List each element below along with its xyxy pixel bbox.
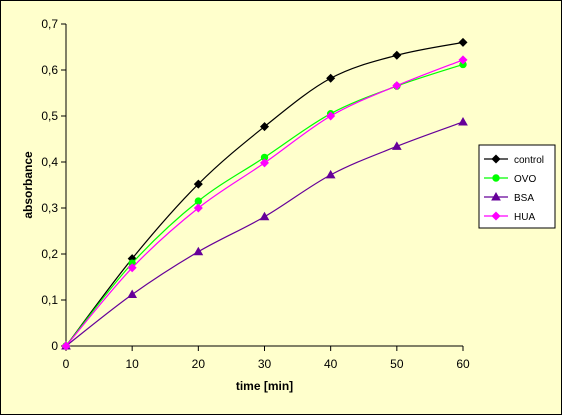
y-tick-label: 0,4 [41,155,58,169]
x-axis-title: time [min] [236,379,293,393]
legend-marker [492,174,500,182]
x-tick-label: 30 [258,357,272,371]
series-line [65,63,464,347]
y-tick-label: 0,7 [41,17,58,31]
series-hua [61,55,468,351]
legend-item-control: control [484,154,544,166]
legend-label: HUA [514,212,535,223]
data-point [325,169,336,179]
y-tick-label: 0,5 [41,109,58,123]
y-axis-title: absorbance [21,151,35,219]
data-point [61,341,71,351]
data-point [259,211,270,221]
legend-label: OVO [514,174,536,185]
legend-marker [491,154,501,164]
data-point [193,246,204,256]
data-point [458,55,468,65]
x-tick-label: 10 [125,357,139,371]
axes: 0 0,1 0,2 0,3 0,4 0,5 0,6 0,7 0 10 20 30 40 50 60 [41,17,470,371]
y-tick-label: 0,2 [41,247,58,261]
legend-item-hua: HUA [484,211,535,223]
series-line [65,41,464,347]
data-point [458,116,468,126]
data-point [391,141,402,150]
legend-marker [491,191,501,201]
data-point [458,37,468,47]
x-tick-label: 50 [390,357,404,371]
data-point [259,122,270,132]
y-tick-label: 0 [51,339,58,353]
data-point [127,263,137,273]
legend-item-ovo: OVO [484,174,536,185]
data-point [193,179,203,189]
data-point [326,73,336,83]
legend-item-bsa: BSA [484,191,534,204]
series-line [65,59,464,347]
data-point [392,50,402,60]
data-point [392,81,402,91]
x-tick-label: 20 [192,357,206,371]
legend: control OVO BSA HUA [478,144,556,229]
y-tick-label: 0,3 [41,201,58,215]
legend-label: control [514,155,544,166]
series-ovo [62,60,467,350]
x-tick-label: 60 [456,357,470,371]
y-tick-label: 0,1 [41,293,58,307]
x-tick-label: 40 [324,357,338,371]
data-point [194,197,203,205]
data-point [259,158,270,168]
data-point [193,203,203,213]
legend-marker [491,211,501,221]
data-point [326,111,336,121]
legend-label: BSA [514,193,534,204]
data-point [127,289,138,298]
series-layer [61,37,468,351]
y-tick-label: 0,6 [41,63,58,77]
x-tick-label: 0 [63,357,70,371]
series-bsa [61,116,468,350]
series-control [61,37,468,351]
